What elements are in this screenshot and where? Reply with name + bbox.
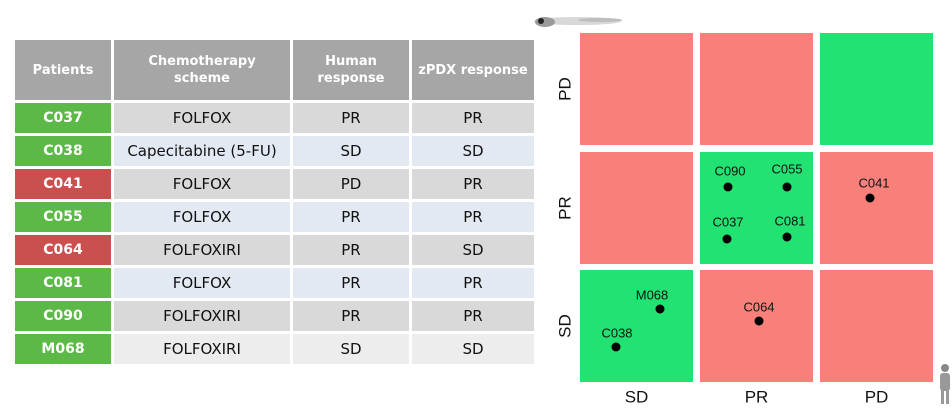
table-cell: SD	[412, 235, 534, 265]
page: {"table": { "headers": ["Patients", "Che…	[0, 0, 952, 410]
point-label: C041	[858, 175, 889, 190]
point-label: C090	[714, 163, 745, 178]
patient-id: C090	[15, 301, 111, 331]
table-cell: FOLFOXIRI	[114, 301, 290, 331]
table-cell: PR	[293, 268, 409, 298]
table-cell: PR	[293, 103, 409, 133]
matrix-cell	[820, 152, 933, 264]
table-cell: PD	[293, 169, 409, 199]
zebrafish-icon	[534, 17, 622, 27]
column-header: zPDX response	[412, 40, 534, 100]
patient-point	[783, 183, 792, 192]
patient-id: C064	[15, 235, 111, 265]
table-cell: FOLFOX	[114, 202, 290, 232]
patient-point	[656, 305, 665, 314]
header-row: PatientsChemotherapy schemeHuman respons…	[15, 40, 534, 100]
table-row: M068FOLFOXIRISDSD	[15, 334, 534, 364]
point-label: C081	[774, 213, 805, 228]
point-label: C064	[743, 299, 774, 314]
table-cell: FOLFOX	[114, 103, 290, 133]
table-row: C041FOLFOXPDPR	[15, 169, 534, 199]
patient-point	[723, 235, 732, 244]
y-axis-label: PR	[555, 196, 574, 220]
patient-point	[866, 194, 875, 203]
patient-id: C037	[15, 103, 111, 133]
human-icon	[940, 364, 950, 404]
table-body: C037FOLFOXPRPRC038Capecitabine (5-FU)SDS…	[15, 103, 534, 364]
table-cell: FOLFOXIRI	[114, 235, 290, 265]
matrix-cell	[580, 33, 693, 145]
matrix-cell	[820, 270, 933, 382]
table-row: C038Capecitabine (5-FU)SDSD	[15, 136, 534, 166]
column-header: Patients	[15, 40, 111, 100]
patient-id: C055	[15, 202, 111, 232]
table-cell: PR	[293, 235, 409, 265]
patient-id: C081	[15, 268, 111, 298]
y-axis-label: PD	[555, 77, 574, 101]
table-row: C064FOLFOXIRIPRSD	[15, 235, 534, 265]
table-cell: PR	[412, 268, 534, 298]
point-label: C037	[712, 214, 743, 229]
table-row: C090FOLFOXIRIPRPR	[15, 301, 534, 331]
table-cell: PR	[293, 301, 409, 331]
patient-point	[755, 317, 764, 326]
x-axis-label: PR	[745, 387, 769, 406]
patient-point	[612, 343, 621, 352]
matrix-cell	[700, 33, 813, 145]
patient-id: C038	[15, 136, 111, 166]
column-header: Human response	[293, 40, 409, 100]
table-cell: SD	[412, 136, 534, 166]
matrix-cell	[580, 152, 693, 264]
table-cell: PR	[412, 301, 534, 331]
x-axis-label: PD	[865, 387, 889, 406]
y-axis-label: SD	[555, 314, 574, 338]
table-cell: Capecitabine (5-FU)	[114, 136, 290, 166]
table-row: C037FOLFOXPRPR	[15, 103, 534, 133]
table-cell: PR	[293, 202, 409, 232]
table-row: C081FOLFOXPRPR	[15, 268, 534, 298]
x-axis-label: SD	[625, 387, 649, 406]
table-cell: PR	[412, 169, 534, 199]
table-cell: FOLFOX	[114, 268, 290, 298]
patient-table: PatientsChemotherapy schemeHuman respons…	[12, 37, 537, 367]
point-label: C038	[601, 325, 632, 340]
point-label: M068	[636, 287, 669, 302]
table-row: C055FOLFOXPRPR	[15, 202, 534, 232]
patient-id: M068	[15, 334, 111, 364]
table-cell: PR	[412, 103, 534, 133]
column-header: Chemotherapy scheme	[114, 40, 290, 100]
point-label: C055	[771, 161, 802, 176]
table-cell: PR	[412, 202, 534, 232]
table-cell: SD	[412, 334, 534, 364]
table-cell: SD	[293, 334, 409, 364]
patient-point	[724, 183, 733, 192]
matrix-cell	[700, 270, 813, 382]
patient-id: C041	[15, 169, 111, 199]
patient-point	[783, 233, 792, 242]
table-cell: FOLFOX	[114, 169, 290, 199]
table-cell: FOLFOXIRI	[114, 334, 290, 364]
table-cell: SD	[293, 136, 409, 166]
matrix-cell	[820, 33, 933, 145]
